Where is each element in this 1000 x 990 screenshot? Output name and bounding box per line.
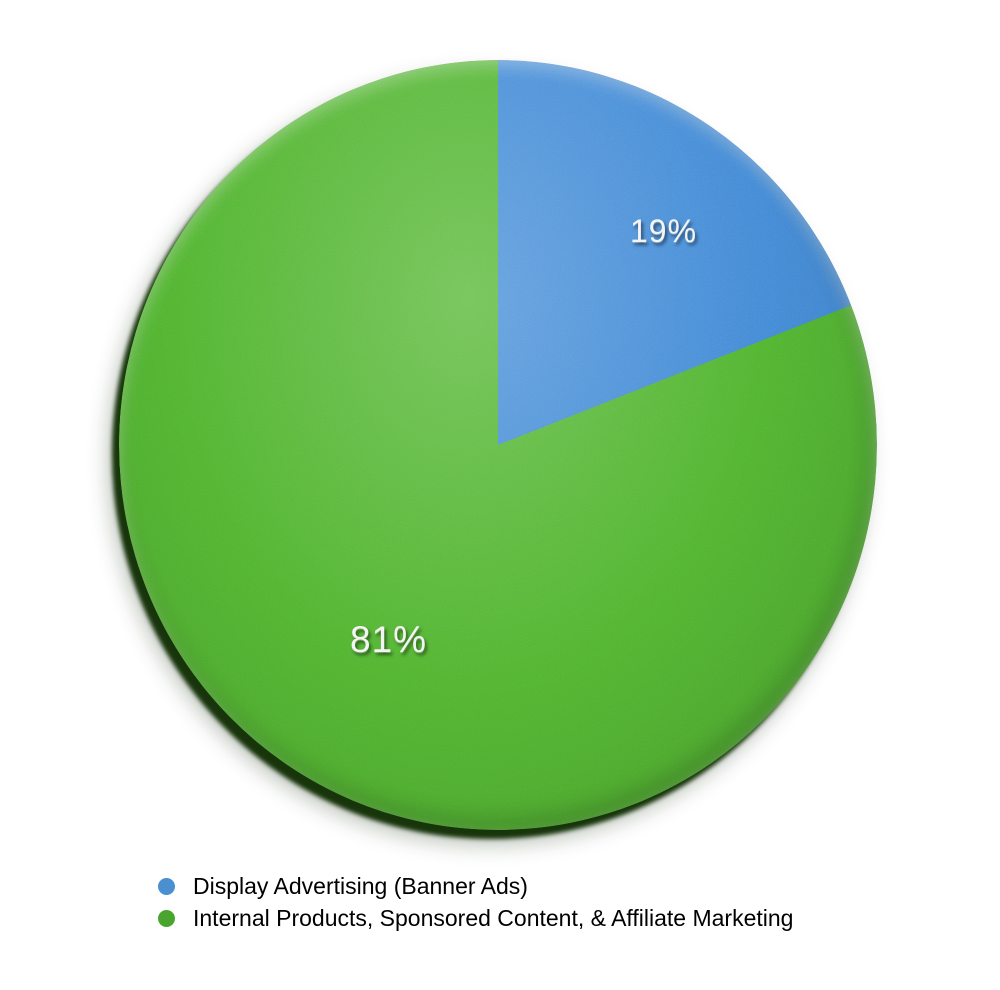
legend-item-display-advertising: Display Advertising (Banner Ads) (158, 870, 793, 902)
legend-item-internal-products: Internal Products, Sponsored Content, & … (158, 902, 793, 934)
legend-label-internal-products: Internal Products, Sponsored Content, & … (193, 904, 794, 931)
slice-percent-label-display-advertising: 19% (630, 213, 698, 249)
legend-swatch-green-icon (158, 909, 175, 927)
pie-body (119, 60, 877, 830)
pie-surface (119, 60, 877, 830)
legend: Display Advertising (Banner Ads) Interna… (158, 870, 793, 934)
legend-label-display-advertising: Display Advertising (Banner Ads) (193, 872, 528, 899)
legend-swatch-blue-icon (158, 877, 175, 895)
slice-percent-label-internal-products: 81% (350, 619, 428, 660)
